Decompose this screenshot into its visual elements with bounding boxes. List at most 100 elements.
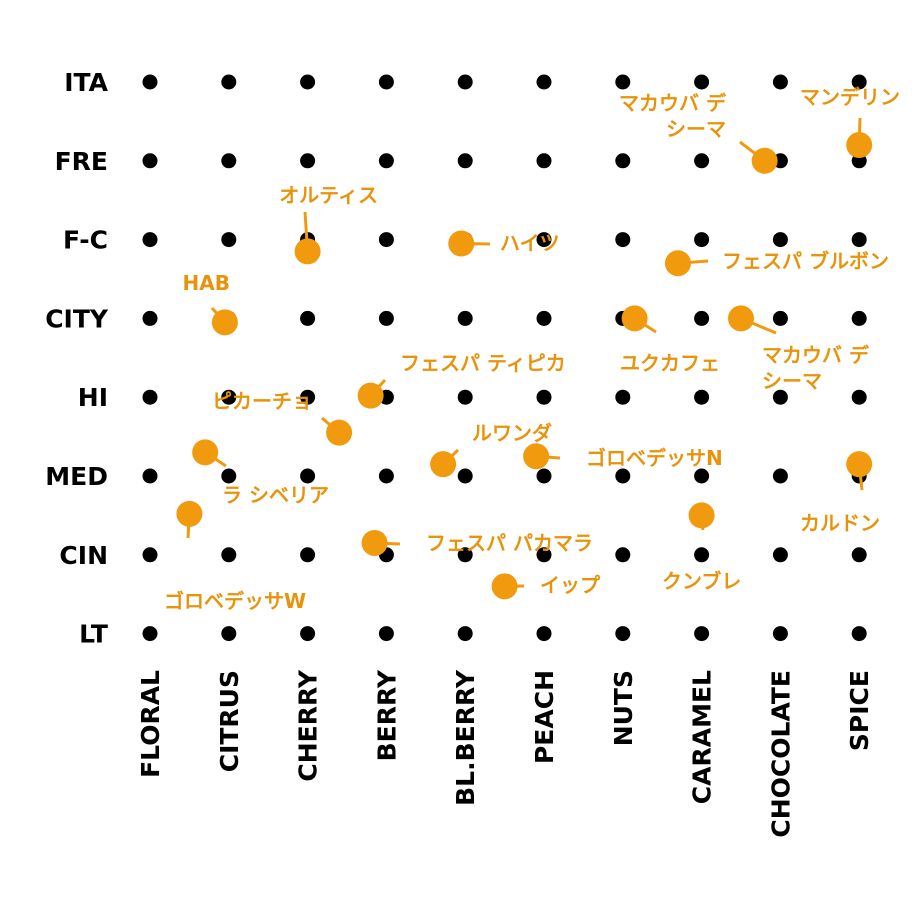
point-11: ルワンダ [430,421,552,478]
column-labels: FLORAL CITRUS CHERRY BERRY BL.BERRY PEACH NUTS… [136,669,874,837]
point-label: ラ シベリア [222,483,329,507]
grid-dot-ita-caramel [694,74,710,90]
col-label-chocolate: CHOCOLATE [766,670,795,838]
point-label: マカウバ デシーマ [619,91,727,141]
col-label-berry: BERRY [372,669,401,761]
grid-dot-fre-cherry [300,153,316,169]
grid-dot-lt-floral [142,626,158,642]
point-label: フェスパ ティピカ [400,351,566,375]
grid-dot-hi-spice [851,389,867,405]
grid-dot-f-c-peach [536,232,552,248]
col-label-spice: SPICE [845,670,874,751]
point-marker [751,147,778,174]
col-label-peach: PEACH [530,670,559,764]
grid-dot-hi-citrus [221,389,237,405]
grid-dot-fre-berry [378,153,394,169]
point-15: ゴロベデッサW [164,500,306,613]
grid-dot-ita-floral [142,74,158,90]
point-9: フェスパ ティピカ [357,351,566,409]
grid-dot-fre-citrus [221,153,237,169]
grid-dot-hi-peach [536,389,552,405]
point-marker [491,573,518,600]
point-marker [211,309,238,336]
grid-dot-ita-citrus [221,74,237,90]
point-label: ゴロベデッサN [586,446,723,470]
grid-dot-fre-bl-berry [457,153,473,169]
grid-dot-fre-peach [536,153,552,169]
grid-dot-ita-cherry [300,74,316,90]
grid-dot-lt-nuts [615,626,631,642]
col-label-bl-berry: BL.BERRY [451,669,480,806]
col-label-caramel: CARAMEL [688,670,717,804]
grid-dot-fre-nuts [615,153,631,169]
point-4: ハイツ [448,230,560,257]
point-label: ゴロベデッサW [164,589,306,613]
grid-dot-city-floral [142,310,158,326]
grid-dot-f-c-spice [851,232,867,248]
grid-dot-ita-peach [536,74,552,90]
point-label: フェスパ パカマラ [426,531,593,555]
highlighted-points: マンデリンマカウバ デシーマオルティスハイツフェスパ ブルボンHABユクカフェマ… [164,85,900,613]
grid-dot-lt-cherry [300,626,316,642]
point-14: カルドン [800,451,880,535]
grid-dot-ita-chocolate [772,74,788,90]
grid-dot-med-chocolate [772,468,788,484]
grid-dot-med-berry [378,468,394,484]
point-marker [846,132,873,159]
point-marker [430,451,457,478]
col-label-nuts: NUTS [609,670,638,746]
grid-dot-city-cherry [300,310,316,326]
point-marker [621,305,648,332]
point-5: フェスパ ブルボン [664,249,889,277]
grid-dot-f-c-berry [378,232,394,248]
point-label: イップ [540,573,601,597]
grid-dot-ita-spice [851,74,867,90]
point-marker [523,443,550,470]
point-label: カルドン [800,511,880,535]
point-label: フェスパ ブルボン [722,249,889,273]
grid-dot-lt-spice [851,626,867,642]
row-label-lt: LT [79,620,108,649]
point-2: マカウバ デシーマ [619,91,778,174]
grid-dot-city-chocolate [772,310,788,326]
point-17: フェスパ パカマラ [361,529,593,556]
point-label: ピカーチョ [212,389,312,413]
point-label: マカウバ デシーマ [762,343,870,393]
grid-dot-med-caramel [694,468,710,484]
point-marker [728,305,754,332]
grid-dot-lt-bl-berry [457,626,473,642]
grid-dot-lt-chocolate [772,626,788,642]
point-marker [326,419,353,446]
point-marker [294,238,321,265]
grid-dot-cin-caramel [694,547,710,563]
grid-dot-f-c-citrus [221,232,237,248]
point-16: クンブレ [662,502,741,593]
grid-dot-hi-cherry [300,389,316,405]
row-label-f-c: F-C [63,226,108,255]
point-10: ピカーチョ [212,389,353,446]
point-7: ユクカフェ [620,305,720,375]
point-label: マンデリン [800,85,900,109]
grid-dot-city-berry [378,310,394,326]
point-label: ハイツ [500,231,560,255]
grid-dot-lt-berry [378,626,394,642]
grid-dot-cin-peach [536,547,552,563]
grid-dot-cin-chocolate [772,547,788,563]
grid-dot-lt-peach [536,626,552,642]
point-marker [361,529,388,556]
grid-dot-fre-caramel [694,153,710,169]
col-label-citrus: CITRUS [215,670,244,772]
row-label-fre: FRE [55,147,108,176]
point-label: HAB [183,271,230,295]
point-label: ルワンダ [472,421,552,445]
grid-dot-hi-caramel [694,389,710,405]
grid-dot-med-peach [536,468,552,484]
grid-dot-ita-berry [378,74,394,90]
grid-dot-med-citrus [221,468,237,484]
point-marker [357,382,384,409]
grid-dot-city-peach [536,310,552,326]
grid-dot-cin-citrus [221,547,237,563]
grid-dot-ita-bl-berry [457,74,473,90]
